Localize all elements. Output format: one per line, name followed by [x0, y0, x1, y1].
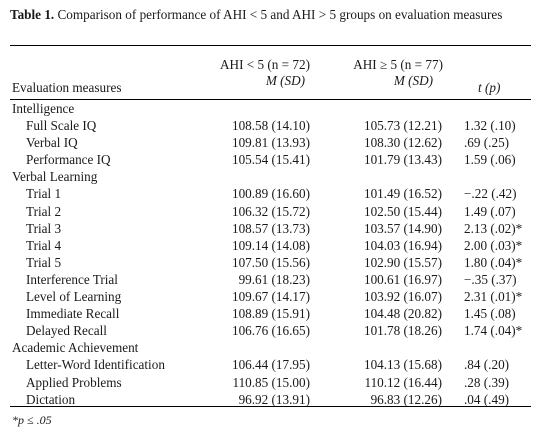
section-header-row: Academic Achievement — [0, 339, 542, 356]
t-value: 1.74 (.04)* — [464, 323, 523, 339]
table-body: Intelligence Full Scale IQ 108.58 (14.10) 1… — [0, 100, 542, 408]
group1-header: AHI < 5 (n = 72) — [220, 57, 310, 72]
group1-value: 110.85 (15.00) — [232, 374, 310, 390]
top-rule — [10, 45, 531, 46]
group2-value: 102.50 (15.44) — [363, 203, 442, 219]
t-value: 2.00 (.03)* — [464, 237, 523, 253]
section-header-row: Intelligence — [0, 100, 542, 117]
group2-header: AHI ≥ 5 (n = 77) — [353, 57, 443, 72]
group2-stat-label: M (SD) — [393, 73, 433, 88]
table-title: Comparison of performance of AHI < 5 and… — [57, 7, 503, 22]
group2-value: 104.48 (20.82) — [363, 306, 442, 322]
table-row: Interference Trial 99.61 (18.23) 100.61 (1… — [0, 271, 542, 288]
group2-subheader: M (SD) — [330, 73, 433, 89]
header-rule — [10, 99, 531, 100]
t-value: 2.31 (.01)* — [464, 289, 523, 305]
group2-value: 110.12 (16.44) — [364, 374, 442, 390]
group1-subheader: M (SD) — [200, 73, 305, 89]
table-row: Performance IQ 105.54 (15.41) 101.79 (13.4… — [0, 151, 542, 168]
table-row: Applied Problems 110.85 (15.00) 110.12 (16… — [0, 374, 542, 391]
group2-value: 102.90 (15.57) — [363, 254, 442, 270]
measure-name: Dictation — [26, 391, 76, 407]
measure-name: Trial 3 — [26, 220, 62, 236]
t-value: .69 (.25) — [464, 135, 510, 151]
section-header-row: Verbal Learning — [0, 168, 542, 185]
t-value: 1.80 (.04)* — [464, 254, 523, 270]
table-row: Dictation 96.92 (13.91) 96.83 (12.26) .04 (… — [0, 391, 542, 408]
table-row: Verbal IQ 109.81 (13.93) 108.30 (12.62) .69… — [0, 134, 542, 151]
group2-value: 96.83 (12.26) — [370, 391, 442, 407]
table-row: Delayed Recall 106.76 (16.65) 101.78 (18.2… — [0, 322, 542, 339]
footnote: *p ≤ .05 — [12, 413, 52, 427]
measure-name: Trial 5 — [26, 254, 62, 270]
group2-value: 105.73 (12.21) — [363, 118, 442, 134]
measure-column-header: Evaluation measures — [12, 80, 122, 95]
group1-value: 108.58 (14.10) — [231, 118, 310, 134]
table-row: Trial 5 107.50 (15.56) 102.90 (15.57) 1.80 … — [0, 254, 542, 271]
measure-name: Trial 2 — [26, 203, 62, 219]
section-label: Intelligence — [12, 101, 75, 116]
t-value: 2.13 (.02)* — [464, 220, 523, 236]
table-row: Trial 3 108.57 (13.73) 103.57 (14.90) 2.13 … — [0, 220, 542, 237]
section-label: Verbal Learning — [12, 169, 98, 185]
measure-name: Level of Learning — [26, 289, 122, 305]
group1-value: 109.14 (14.08) — [231, 237, 310, 253]
measure-name: Performance IQ — [26, 152, 111, 168]
measure-name: Interference Trial — [26, 271, 118, 287]
table-row: Trial 2 106.32 (15.72) 102.50 (15.44) 1.49 … — [0, 203, 542, 220]
group2-value: 101.49 (16.52) — [363, 186, 442, 202]
group1-value: 109.67 (14.17) — [231, 289, 310, 305]
group1-value: 109.81 (13.93) — [231, 135, 310, 151]
group2-value: 104.03 (16.94) — [363, 237, 442, 253]
measure-name: Verbal IQ — [26, 135, 78, 151]
measure-name: Trial 1 — [26, 186, 62, 202]
table-caption: Table 1. Comparison of performance of AH… — [10, 6, 530, 23]
t-value: .28 (.39) — [464, 374, 510, 390]
t-column-header: t (p) — [478, 80, 500, 96]
table-row: Trial 1 100.89 (16.60) 101.49 (16.52) −.22 … — [0, 185, 542, 202]
section-label: Academic Achievement — [12, 340, 139, 356]
group2-value: 103.57 (14.90) — [363, 220, 442, 236]
group1-value: 108.57 (13.73) — [231, 220, 310, 236]
t-stat-label: t (p) — [478, 80, 501, 95]
t-value: 1.59 (.06) — [464, 152, 516, 168]
t-value: −.35 (.37) — [464, 271, 517, 287]
t-value: −.22 (.42) — [464, 186, 517, 202]
group2-value: 101.78 (18.26) — [363, 323, 442, 339]
measure-name: Applied Problems — [26, 374, 122, 390]
group1-value: 100.89 (16.60) — [231, 186, 310, 202]
group1-value: 105.54 (15.41) — [231, 152, 310, 168]
measure-name: Letter-Word Identification — [26, 357, 165, 373]
group1-stat-label: M (SD) — [265, 73, 305, 88]
t-value: .84 (.20) — [464, 357, 510, 373]
group1-value: 99.61 (18.23) — [238, 271, 310, 287]
group2-value: 108.30 (12.62) — [363, 135, 442, 151]
measure-name: Immediate Recall — [26, 306, 120, 322]
t-value: 1.45 (.08) — [464, 306, 516, 322]
measure-name: Delayed Recall — [26, 323, 107, 339]
group1-value: 96.92 (13.91) — [238, 391, 310, 407]
group2-value: 103.92 (16.07) — [363, 289, 442, 305]
table-row: Immediate Recall 108.89 (15.91) 104.48 (20… — [0, 305, 542, 322]
group2-value: 100.61 (16.97) — [363, 271, 442, 287]
group1-value: 106.44 (17.95) — [231, 357, 310, 373]
group1-value: 108.89 (15.91) — [231, 306, 310, 322]
group1-value: 107.50 (15.56) — [231, 254, 310, 270]
measure-name: Full Scale IQ — [26, 118, 97, 134]
t-value: 1.49 (.07) — [464, 203, 516, 219]
table-row: Trial 4 109.14 (14.08) 104.03 (16.94) 2.00 … — [0, 237, 542, 254]
bottom-rule — [10, 406, 531, 407]
group1-value: 106.32 (15.72) — [231, 203, 310, 219]
t-value: .04 (.49) — [464, 391, 510, 407]
group2-value: 104.13 (15.68) — [363, 357, 442, 373]
table-row: Letter-Word Identification 106.44 (17.95)… — [0, 356, 542, 373]
t-value: 1.32 (.10) — [464, 118, 516, 134]
table-row: Full Scale IQ 108.58 (14.10) 105.73 (12.21… — [0, 117, 542, 134]
measure-name: Trial 4 — [26, 237, 62, 253]
group2-value: 101.79 (13.43) — [363, 152, 442, 168]
group1-value: 106.76 (16.65) — [231, 323, 310, 339]
table-label: Table 1. — [10, 7, 55, 22]
table-row: Level of Learning 109.67 (14.17) 103.92 (1… — [0, 288, 542, 305]
